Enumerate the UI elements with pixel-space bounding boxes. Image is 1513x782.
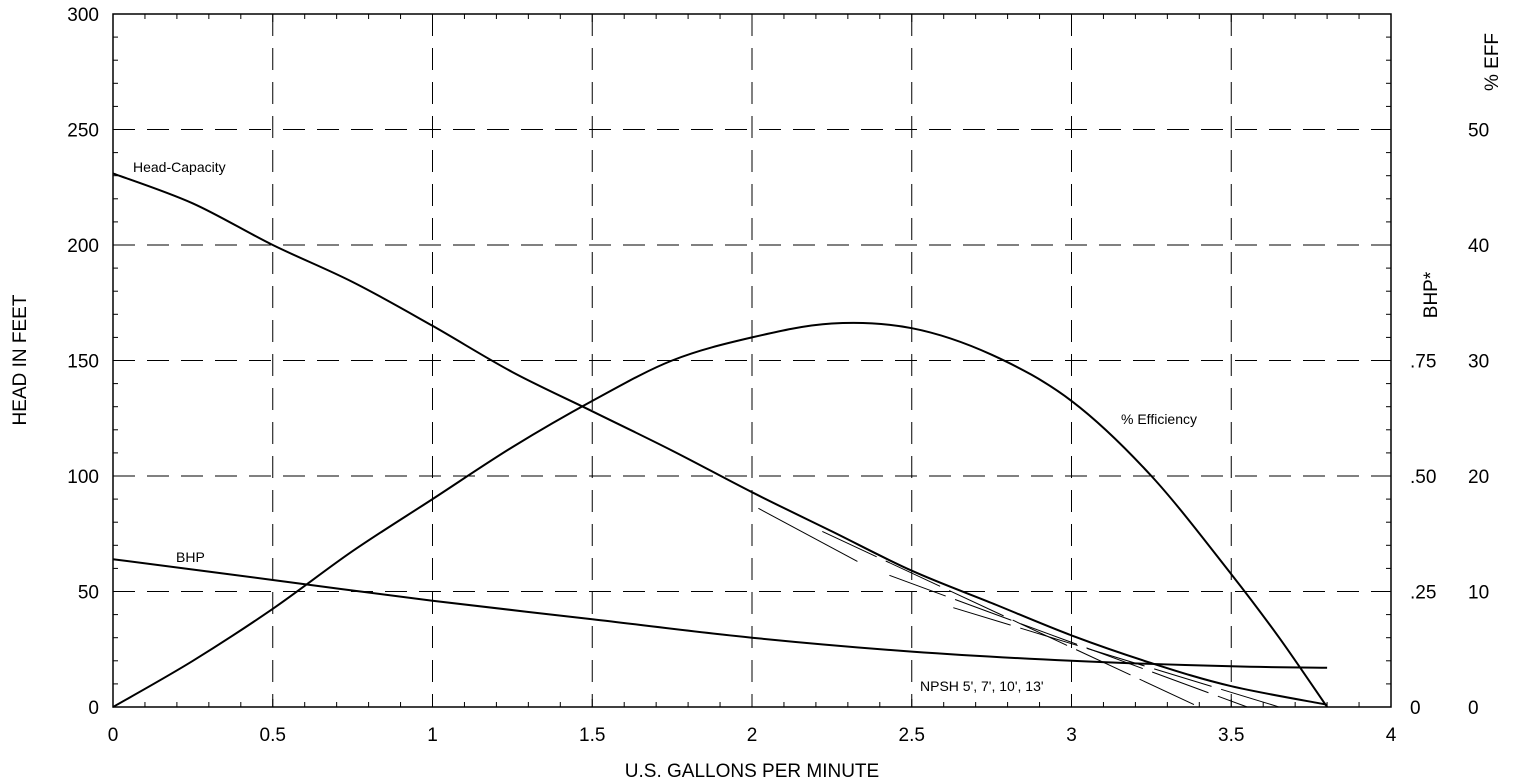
eff-tick-label: 10	[1468, 583, 1489, 604]
bhp-tick-label: .50	[1410, 467, 1436, 488]
x-axis-title: U.S. GALLONS PER MINUTE	[625, 761, 879, 782]
y-tick-label: 50	[78, 583, 99, 604]
minor-ticks	[112, 13, 1392, 708]
bhp-tick-label: 0	[1410, 698, 1421, 719]
x-tick-label: 0.5	[260, 725, 286, 746]
y-tick-label: 100	[67, 467, 99, 488]
x-tick-label: 4	[1386, 725, 1397, 746]
x-tick-label: 3.5	[1218, 725, 1244, 746]
bhp-tick-label: .75	[1410, 352, 1436, 373]
x-tick-label: 2.5	[899, 725, 925, 746]
npsh-line-3	[889, 574, 1248, 708]
x-tick-label: 1.5	[579, 725, 605, 746]
x-tick-label: 1	[427, 725, 438, 746]
bhp-axis-title: BHP*	[1421, 271, 1442, 318]
x-tick-label: 3	[1066, 725, 1077, 746]
x-tick-label: 0	[108, 725, 119, 746]
efficiency-curve	[112, 321, 1328, 708]
bhp-curve	[112, 558, 1328, 669]
y-tick-labels: 0 50 100 150 200 250 300	[67, 5, 99, 719]
eff-tick-labels: 0 10 20 30 40 50	[1468, 121, 1489, 720]
eff-axis-title: % EFF	[1482, 33, 1503, 91]
npsh-label: NPSH 5', 7', 10', 13'	[920, 678, 1044, 694]
npsh-lines	[758, 507, 1280, 708]
eff-tick-label: 40	[1468, 236, 1489, 257]
eff-tick-label: 50	[1468, 121, 1489, 142]
x-tick-labels: 0 0.5 1 1.5 2 2.5 3 3.5 4	[108, 725, 1397, 746]
eff-tick-label: 0	[1468, 698, 1479, 719]
y-axis-title: HEAD IN FEET	[10, 294, 31, 425]
eff-tick-label: 30	[1468, 352, 1489, 373]
efficiency-label: % Efficiency	[1121, 411, 1197, 427]
grid-lines	[113, 14, 1391, 707]
npsh-line-4	[953, 607, 1280, 708]
bhp-tick-label: .25	[1410, 583, 1436, 604]
head-capacity-curve	[112, 172, 1328, 706]
y-tick-label: 300	[67, 5, 99, 26]
curves	[112, 172, 1328, 708]
x-tick-label: 2	[747, 725, 758, 746]
y-tick-label: 0	[88, 698, 99, 719]
plot-frame	[112, 13, 1392, 708]
y-tick-label: 200	[67, 236, 99, 257]
eff-tick-label: 20	[1468, 467, 1489, 488]
y-tick-label: 150	[67, 352, 99, 373]
head-capacity-label: Head-Capacity	[133, 159, 226, 175]
bhp-label: BHP	[176, 549, 205, 565]
npsh-line-1	[758, 507, 858, 562]
bhp-tick-labels: 0 .25 .50 .75	[1410, 352, 1436, 720]
y-tick-label: 250	[67, 121, 99, 142]
